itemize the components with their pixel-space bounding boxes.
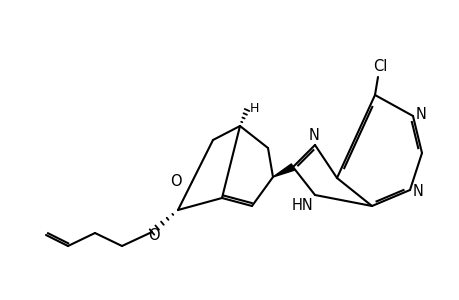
Text: O: O [148, 227, 159, 242]
Text: HN: HN [291, 197, 313, 212]
Text: Cl: Cl [372, 58, 386, 74]
Text: N: N [414, 106, 425, 122]
Text: N: N [412, 184, 423, 199]
Text: H: H [249, 101, 258, 115]
Polygon shape [272, 164, 294, 177]
Text: N: N [308, 128, 319, 142]
Text: O: O [170, 175, 182, 190]
